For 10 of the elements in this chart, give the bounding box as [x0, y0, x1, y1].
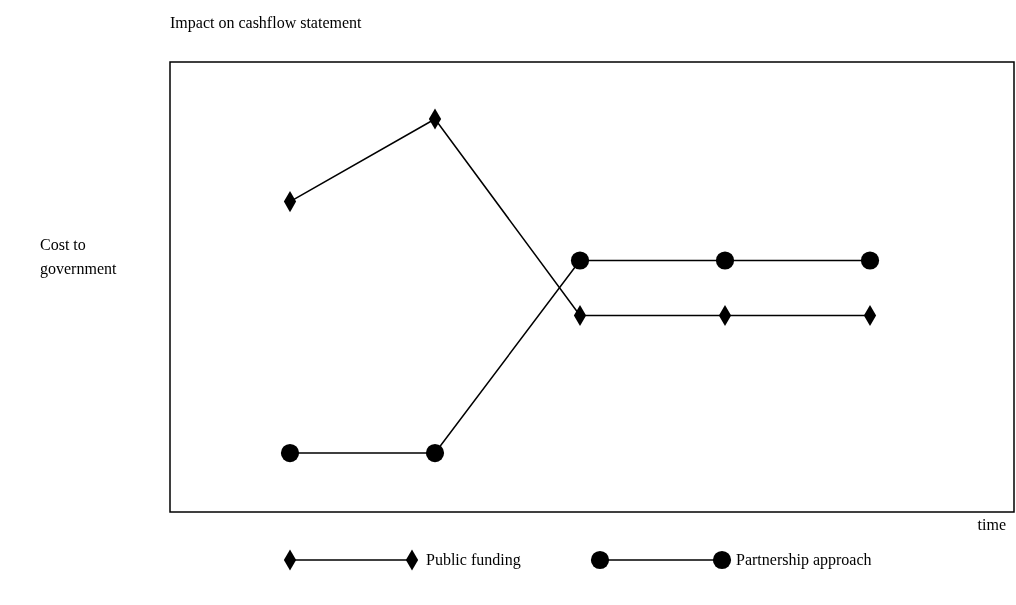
- y-axis-title: Cost to government: [40, 236, 117, 278]
- legend-label: Public funding: [426, 551, 521, 569]
- chart-title: Impact on cashflow statement: [170, 14, 363, 32]
- point: [715, 251, 735, 270]
- legend-label: Partnership approach: [736, 551, 872, 569]
- point: [280, 443, 300, 463]
- point: [860, 251, 880, 270]
- point: [570, 251, 590, 270]
- point: [425, 443, 445, 463]
- x-axis-title: time: [977, 516, 1006, 533]
